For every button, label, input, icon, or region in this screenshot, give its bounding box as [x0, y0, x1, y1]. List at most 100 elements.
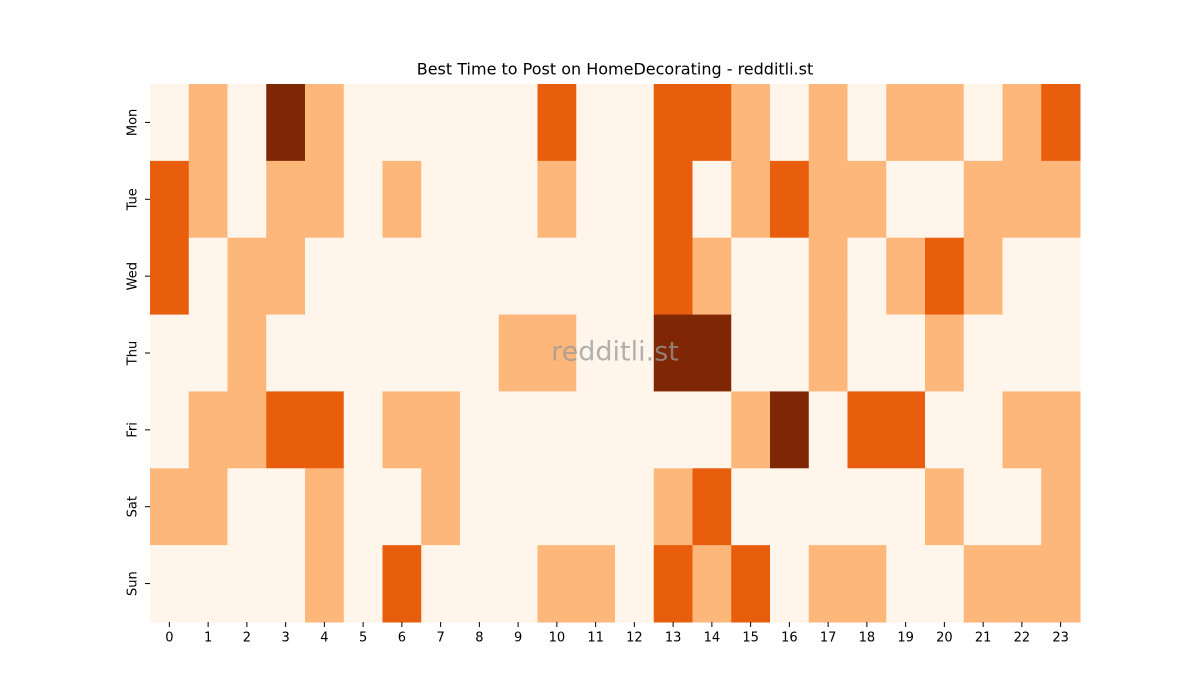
cell [692, 237, 732, 316]
cell [692, 84, 732, 162]
cell [460, 391, 500, 469]
x-tick-label: 2 [243, 631, 251, 646]
cell [576, 314, 616, 392]
cell [576, 468, 616, 546]
cell [305, 314, 345, 392]
y-tick-label: Thu [126, 341, 141, 366]
heatmap-cells [150, 84, 1081, 623]
cell [343, 314, 383, 392]
cell [266, 237, 306, 316]
cell [653, 314, 693, 392]
cell [343, 84, 383, 162]
x-tick-label: 1 [204, 631, 212, 646]
cell [731, 160, 771, 239]
x-tick-label: 23 [1052, 631, 1069, 646]
x-tick-label: 21 [975, 631, 992, 646]
cell [498, 84, 538, 162]
y-tick-label: Tue [126, 188, 141, 211]
cell [150, 468, 190, 546]
x-tick-label: 3 [281, 631, 289, 646]
cell [227, 84, 267, 162]
y-tick-label: Sat [126, 496, 141, 517]
cell [1041, 391, 1081, 469]
cell [731, 545, 771, 623]
cell [963, 237, 1003, 316]
cell [886, 545, 926, 623]
cell [188, 237, 228, 316]
cell [498, 314, 538, 392]
cell [770, 237, 810, 316]
cell [1041, 468, 1081, 546]
cell [615, 468, 655, 546]
cell [692, 314, 732, 392]
cell [615, 391, 655, 469]
cell [847, 468, 887, 546]
x-tick-label: 12 [626, 631, 643, 646]
cell [382, 545, 422, 623]
chart-title: Best Time to Post on HomeDecorating - re… [417, 60, 814, 79]
cell [925, 391, 965, 469]
cell [576, 84, 616, 162]
cell [653, 545, 693, 623]
cell [537, 314, 577, 392]
x-tick-label: 8 [475, 631, 483, 646]
cell [925, 160, 965, 239]
cell [150, 391, 190, 469]
cell [382, 468, 422, 546]
cell [808, 160, 848, 239]
cell [770, 391, 810, 469]
cell [576, 237, 616, 316]
cell [963, 391, 1003, 469]
x-tick-label: 10 [549, 631, 566, 646]
cell [886, 160, 926, 239]
cell [963, 468, 1003, 546]
x-tick-label: 14 [704, 631, 721, 646]
x-tick-label: 6 [398, 631, 406, 646]
cell [847, 237, 887, 316]
cell [808, 84, 848, 162]
cell [847, 391, 887, 469]
x-tick-label: 7 [436, 631, 444, 646]
cell [460, 84, 500, 162]
cell [537, 468, 577, 546]
cell [498, 160, 538, 239]
x-tick-label: 15 [742, 631, 759, 646]
x-tick-label: 16 [781, 631, 798, 646]
cell [498, 391, 538, 469]
cell [266, 391, 306, 469]
x-tick-label: 11 [587, 631, 604, 646]
cell [421, 237, 461, 316]
cell [227, 237, 267, 316]
cell [692, 545, 732, 623]
axes: 0 1 2 3 4 5 6 7 8 9 10 11 12 13 14 15 16 17 18 19 20 21 22 23Mo… [126, 109, 1069, 646]
cell [770, 160, 810, 239]
cell [692, 160, 732, 239]
cell [770, 468, 810, 546]
cell [460, 237, 500, 316]
cell [343, 160, 383, 239]
cell [615, 545, 655, 623]
cell [498, 237, 538, 316]
cell [692, 468, 732, 546]
cell [266, 314, 306, 392]
cell [615, 84, 655, 162]
cell [925, 545, 965, 623]
cell [460, 468, 500, 546]
cell [808, 468, 848, 546]
cell [653, 160, 693, 239]
x-tick-label: 5 [359, 631, 367, 646]
watermark: redditli.st [551, 337, 679, 368]
cell [1041, 545, 1081, 623]
cell [886, 237, 926, 316]
cell [653, 84, 693, 162]
cell [963, 84, 1003, 162]
cell [460, 314, 500, 392]
y-tick-label: Sun [126, 571, 141, 596]
cell [808, 314, 848, 392]
cell [808, 237, 848, 316]
x-tick-label: 4 [320, 631, 328, 646]
cell [382, 84, 422, 162]
cell [692, 391, 732, 469]
cell [847, 160, 887, 239]
cell [1002, 84, 1042, 162]
